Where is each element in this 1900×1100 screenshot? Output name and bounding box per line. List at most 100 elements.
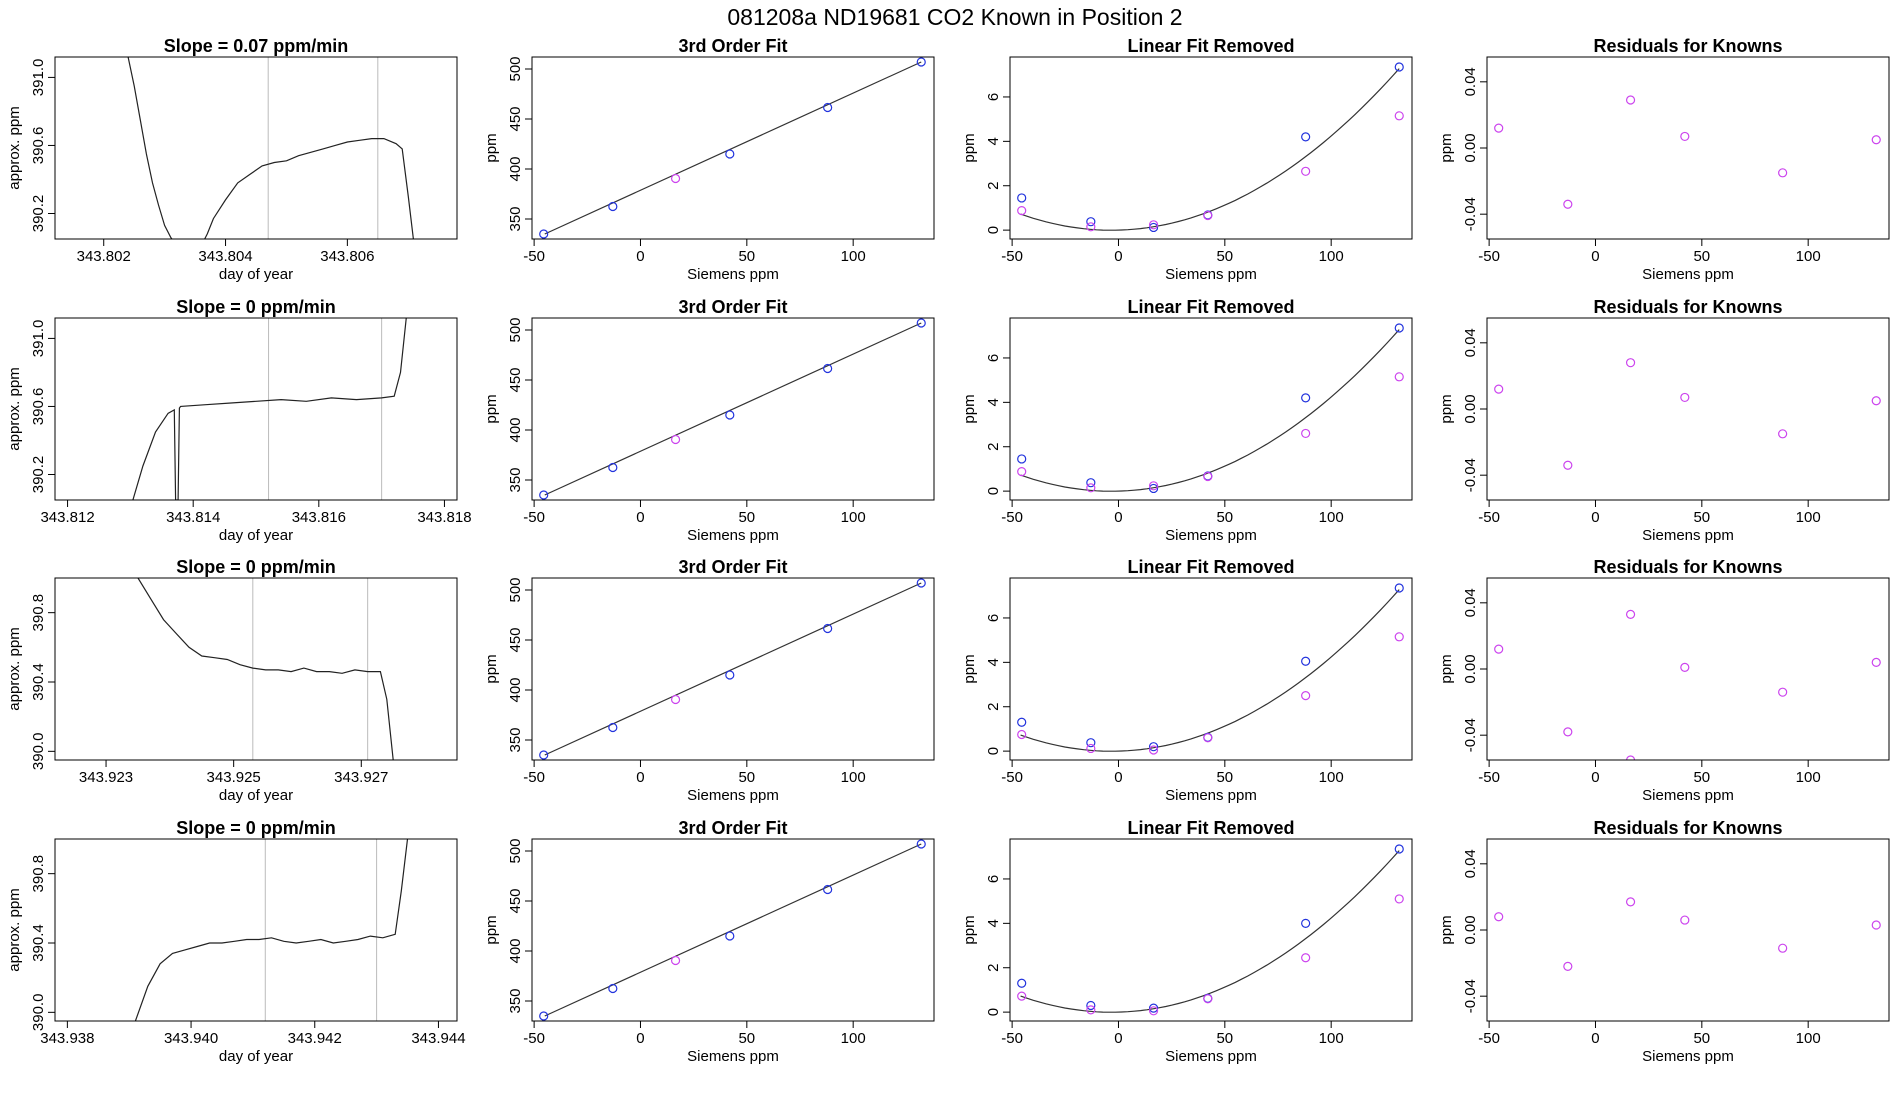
data-point-knowns (725, 149, 735, 159)
figure-title: 081208a ND19681 CO2 Known in Position 2 (727, 4, 1182, 30)
y-axis-label: ppm (1438, 915, 1455, 944)
x-tick-label: 0 (1591, 509, 1599, 526)
y-axis-label: ppm (961, 654, 978, 683)
y-tick-label: 500 (507, 577, 524, 602)
data-point-residuals (1871, 920, 1881, 930)
x-tick-label: 0 (636, 1030, 644, 1047)
data-point-reference (670, 434, 681, 445)
plot-frame (1486, 577, 1890, 761)
y-axis-label: ppm (961, 133, 978, 162)
y-tick-label: 6 (985, 875, 1002, 883)
data-point-magenta (1203, 733, 1213, 743)
x-axis-label: Siemens ppm (687, 266, 779, 283)
y-tick-label: 391.0 (30, 320, 47, 358)
x-axis-label: Siemens ppm (687, 787, 779, 804)
y-axis-label: ppm (961, 915, 978, 944)
panel-title: 3rd Order Fit (678, 818, 787, 838)
data-point-residuals (1871, 135, 1881, 145)
data-point-residuals (1778, 943, 1788, 953)
panel-title: 3rd Order Fit (678, 36, 787, 56)
plot-area (132, 318, 407, 500)
y-tick-label: 500 (507, 56, 524, 81)
x-axis-label: Siemens ppm (1165, 266, 1257, 283)
panel-r1c2: 3rd Order Fit -50 0 50 100 350 400 450 500 Siemen… (483, 36, 935, 283)
data-point-residuals (1563, 460, 1573, 470)
data-point-residuals (1494, 123, 1504, 133)
y-axis-label: ppm (1438, 654, 1455, 683)
fit-line (544, 843, 922, 1017)
data-point-residuals (1494, 912, 1504, 922)
plot-area (1017, 583, 1404, 755)
data-point-knowns (608, 462, 618, 473)
x-tick-label: 100 (1319, 769, 1344, 786)
x-tick-label: 100 (1796, 248, 1821, 265)
y-axis-label: ppm (483, 915, 500, 944)
x-tick-label: 100 (841, 248, 866, 265)
x-tick-label: 50 (1216, 1030, 1233, 1047)
y-tick-label: 400 (507, 156, 524, 181)
data-point-magenta (1394, 372, 1404, 382)
x-axis-label: Siemens ppm (1642, 527, 1734, 544)
x-tick-label: 343.925 (207, 769, 261, 786)
y-axis-label: approx. ppm (6, 888, 23, 971)
y-axis-label: approx. ppm (6, 106, 23, 189)
fit-line (544, 322, 922, 496)
y-tick-label: 2 (985, 964, 1002, 972)
y-axis-label: approx. ppm (6, 367, 23, 450)
data-point-residuals (1625, 95, 1636, 105)
plot-frame (1486, 56, 1890, 240)
panel-title: Slope = 0 ppm/min (176, 297, 336, 317)
y-tick-label: 2 (985, 182, 1002, 190)
plot-area (127, 57, 414, 239)
y-tick-label: 0.00 (1462, 133, 1479, 162)
x-axis-label: Siemens ppm (1165, 527, 1257, 544)
y-tick-label: 0.04 (1462, 588, 1479, 617)
x-tick-label: 343.816 (292, 509, 346, 526)
x-axis-label: Siemens ppm (687, 1048, 779, 1065)
data-point-residuals (1680, 662, 1690, 672)
x-axis-label: Siemens ppm (1642, 266, 1734, 283)
x-tick-label: 50 (738, 1030, 755, 1047)
data-point-magenta (1394, 111, 1404, 121)
data-point-blue (1086, 478, 1096, 488)
x-tick-label: 100 (1319, 509, 1344, 526)
plot-frame (1486, 838, 1890, 1022)
y-axis-label: ppm (483, 394, 500, 423)
x-tick-label: 50 (1693, 769, 1710, 786)
plot-frame (1009, 838, 1413, 1022)
x-tick-label: 100 (1319, 248, 1344, 265)
data-point-blue (1394, 323, 1404, 333)
data-point-residuals (1625, 755, 1636, 760)
data-point-residuals (1625, 358, 1636, 368)
data-point-knowns (539, 229, 549, 239)
y-tick-label: 4 (985, 398, 1002, 406)
plot-area (539, 839, 926, 1021)
y-tick-label: 0.04 (1462, 328, 1479, 357)
x-tick-label: 343.944 (411, 1030, 465, 1047)
y-tick-label: 390.0 (30, 994, 47, 1032)
data-point-knowns (916, 578, 926, 588)
y-tick-label: 350 (507, 467, 524, 492)
data-point-reference (670, 955, 681, 966)
data-point-residuals (1563, 199, 1573, 209)
x-tick-label: 100 (1796, 769, 1821, 786)
y-tick-label: 450 (507, 888, 524, 913)
y-tick-label: 0.00 (1462, 394, 1479, 423)
y-tick-label: 0.00 (1462, 915, 1479, 944)
x-tick-label: 100 (841, 1030, 866, 1047)
plot-frame (531, 577, 935, 761)
data-point-residuals (1563, 961, 1573, 972)
y-tick-label: 0.00 (1462, 654, 1479, 683)
data-point-residuals (1778, 168, 1788, 178)
y-axis-label: ppm (483, 133, 500, 162)
analyzer-trace (127, 57, 414, 239)
y-tick-label: 400 (507, 677, 524, 702)
panel-grid: Slope = 0.07 ppm/min 343.802 343.804 343.80… (6, 36, 1890, 1065)
plot-area (539, 57, 926, 239)
y-tick-label: 390.4 (30, 663, 47, 701)
x-axis-label: Siemens ppm (687, 527, 779, 544)
x-tick-label: 0 (636, 769, 644, 786)
y-tick-label: 450 (507, 367, 524, 392)
panel-title: Residuals for Knowns (1593, 818, 1782, 838)
